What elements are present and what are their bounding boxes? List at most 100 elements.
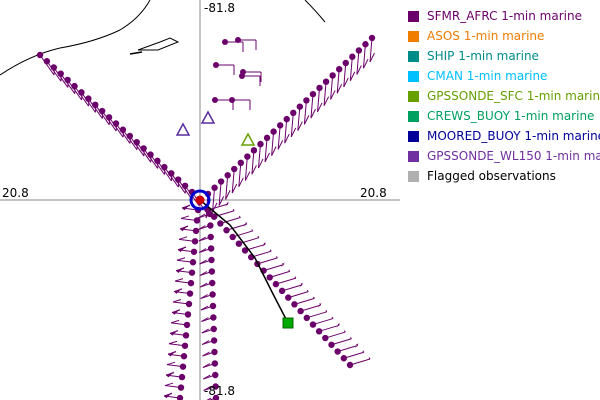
wind-barb [323, 81, 327, 106]
wind-barb-feather [269, 249, 272, 252]
legend-label: SFMR_AFRC 1-min marine [427, 9, 582, 23]
wind-barb [170, 173, 186, 194]
observation-dot [224, 172, 231, 179]
dropsonde-triangle [175, 122, 191, 136]
observation-dot [342, 59, 349, 67]
wind-barb [212, 187, 216, 212]
observation-dot [209, 279, 216, 287]
wind-barb-feather [172, 299, 182, 303]
wind-barb [46, 60, 62, 82]
observation-dot [209, 302, 217, 310]
legend-item-gpssonde-wl150[interactable]: GPSSONDE_WL150 1-min marine [404, 146, 600, 166]
wind-barb [303, 100, 307, 125]
observation-dot [211, 360, 219, 367]
legend-label: CMAN 1-min marine [427, 69, 548, 83]
observation-dot [272, 280, 280, 288]
legend-label: GPSSONDE_WL150 1-min marine [427, 149, 600, 163]
wind-barb-feather [297, 121, 303, 131]
observation-dot [212, 371, 219, 379]
observation-dot [193, 217, 201, 224]
observation-dot [208, 268, 216, 275]
observation-dot [315, 328, 323, 335]
observation-dot [355, 47, 363, 54]
observation-dot [278, 287, 286, 295]
observation-dot [187, 279, 195, 287]
wind-barb-feather [284, 133, 290, 144]
wind-barb [330, 75, 334, 100]
legend-item-asos[interactable]: ASOS 1-min marine [404, 26, 600, 46]
wind-barb [157, 160, 172, 182]
legend-item-moored-buoy[interactable]: MOORED_BUOY 1-min marine [404, 126, 600, 146]
observation-dot [263, 134, 271, 142]
wind-barb-feather [331, 316, 334, 319]
map-plot-area[interactable]: -81.8 -81.8 20.8 20.8 [0, 0, 400, 400]
observation-dot [239, 73, 245, 79]
wind-barb [343, 62, 347, 88]
legend-item-sfmr-afrc[interactable]: SFMR_AFRC 1-min marine [404, 6, 600, 26]
observation-dot [126, 132, 134, 140]
wind-barb-map [0, 0, 400, 400]
wind-barb-flag [262, 241, 267, 248]
platform-legend: SFMR_AFRC 1-min marine ASOS 1-min marine… [404, 6, 600, 394]
legend-label: CREWS_BUOY 1-min marine [427, 109, 595, 123]
wind-barb [136, 141, 152, 163]
wind-barb [232, 230, 253, 238]
legend-item-cman[interactable]: CMAN 1-min marine [404, 66, 600, 86]
wind-barb [362, 44, 366, 69]
wind-barb [297, 106, 301, 131]
observation-dot [231, 165, 238, 173]
observation-dot [212, 97, 218, 103]
observation-dot [349, 53, 356, 60]
observation-dot [297, 307, 304, 315]
observation-dot [209, 291, 216, 298]
wind-barb [288, 291, 309, 299]
wind-barb [225, 175, 229, 200]
observation-dot [276, 122, 284, 129]
wind-barb-flag [168, 350, 177, 357]
observation-dot [147, 151, 154, 158]
wind-barb-feather [198, 248, 207, 253]
observation-dot [161, 163, 168, 171]
observation-dot [235, 240, 243, 247]
observation-dot [283, 115, 290, 123]
wind-barb-feather [199, 259, 207, 265]
legend-item-gpssonde-sfc[interactable]: GPSSONDE_SFC 1-min marine [404, 86, 600, 106]
wind-barb-feather [251, 165, 257, 175]
wind-barb [263, 264, 284, 272]
wind-barb [325, 331, 346, 339]
observation-dot [182, 332, 190, 339]
wind-barb-flag [176, 267, 185, 273]
observation-dot [250, 147, 258, 154]
track-line [199, 199, 289, 324]
observation-dot [303, 97, 310, 104]
observation-dot [211, 348, 218, 356]
observation-dot [212, 394, 220, 400]
wind-barb-flag [174, 287, 183, 294]
legend-label: GPSSONDE_SFC 1-min marine [427, 89, 600, 103]
legend-item-ship[interactable]: SHIP 1-min marine [404, 46, 600, 66]
wind-barb-feather [232, 208, 235, 212]
wind-barb-feather [197, 213, 206, 219]
observation-dot [98, 107, 106, 115]
wind-barb-flag [182, 204, 191, 211]
wind-barb [87, 98, 103, 119]
wind-barb-feather [178, 236, 188, 240]
observation-dot [237, 159, 244, 166]
wind-barb-flag [280, 261, 285, 268]
wind-barb-feather [200, 282, 208, 288]
wind-barb-feather [257, 235, 260, 238]
observation-dot [78, 89, 85, 96]
observation-dot [105, 114, 113, 121]
wind-barb-feather [198, 225, 206, 230]
wind-barb-flag [164, 392, 173, 399]
wind-barb [74, 85, 89, 107]
legend-item-flagged[interactable]: Flagged observations [404, 166, 600, 186]
wind-barb [356, 50, 360, 75]
observation-dot [133, 138, 140, 146]
legend-label: ASOS 1-min marine [427, 29, 545, 43]
legend-swatch-icon [408, 170, 419, 182]
observation-dot [285, 294, 292, 301]
legend-item-crews-buoy[interactable]: CREWS_BUOY 1-min marine [404, 106, 600, 126]
wind-barb [271, 131, 275, 156]
wind-barb-feather [343, 77, 349, 88]
